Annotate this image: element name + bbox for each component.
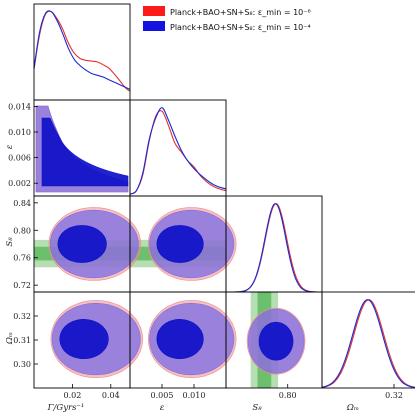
y-axis-label-eps: ε xyxy=(5,144,15,149)
contour-gamma-s8-inner-blue xyxy=(57,225,107,263)
y-tick-label-eps: 0.006 xyxy=(8,154,31,163)
x-axis-label-eps: ε xyxy=(160,403,165,413)
y-tick-label-Om: 0.31 xyxy=(13,336,31,345)
panel-frames xyxy=(33,3,415,389)
y-tick-label-S8: 0.84 xyxy=(13,199,31,208)
marginal-curve-Om-1 xyxy=(321,299,415,388)
x-tick-label-S8: 0.80 xyxy=(279,391,297,400)
contour-eps-s8-inner-blue xyxy=(156,225,204,263)
x-tick-label-Gamma: 0.04 xyxy=(102,391,120,400)
x-axis-label-om: Ωₘ xyxy=(346,403,359,413)
curves xyxy=(33,10,415,389)
marginal-curve-Om-2 xyxy=(321,299,415,389)
marginal-curve-Gamma-1 xyxy=(33,10,131,92)
ticks: 0.002 0.006 0.010 0.014 0.72 0.76 0.80 0.84 0.30… xyxy=(8,102,403,400)
x-tick-label-eps: 0.010 xyxy=(183,391,206,400)
panel-frame-S8-S8 xyxy=(225,195,323,293)
contour-gamma-eps-inner-blue xyxy=(41,117,129,187)
y-tick-label-S8: 0.72 xyxy=(13,281,31,290)
marginal-curve-S8-1 xyxy=(226,203,322,293)
legend: Planck+BAO+SN+S₈: ε_min = 10⁻⁶ Planck+BA… xyxy=(143,6,311,32)
legend-swatch-blue xyxy=(143,21,165,31)
x-tick-label-Gamma: 0.02 xyxy=(63,391,81,400)
y-tick-label-eps: 0.002 xyxy=(8,179,31,188)
y-tick-label-S8: 0.76 xyxy=(13,254,31,263)
x-tick-label-Om: 0.32 xyxy=(385,391,403,400)
x-tick-label-eps: 0.005 xyxy=(151,391,174,400)
legend-label-red: Planck+BAO+SN+S₈: ε_min = 10⁻⁶ xyxy=(170,8,311,17)
legend-swatch-red xyxy=(143,6,165,16)
contour-fills xyxy=(34,105,306,388)
marginal-curve-Gamma-2 xyxy=(33,10,131,90)
legend-label-blue: Planck+BAO+SN+S₈: ε_min = 10⁻⁴ xyxy=(170,23,311,32)
y-axis-label-s8: S₈ xyxy=(5,237,15,247)
y-tick-label-eps: 0.010 xyxy=(8,128,31,137)
legend-text-1: Planck+BAO+SN+S₈: ε_min = 10⁻⁶ xyxy=(170,8,311,17)
y-tick-label-Om: 0.32 xyxy=(13,312,31,321)
legend-text-2: Planck+BAO+SN+S₈: ε_min = 10⁻⁴ xyxy=(170,23,311,32)
y-axis-label-om: Ωₘ xyxy=(5,332,15,345)
marginal-curve-S8-2 xyxy=(226,203,322,293)
x-axis-label-s8: S₈ xyxy=(252,403,262,413)
panel-frame-Gamma-Gamma xyxy=(33,3,131,101)
y-tick-label-S8: 0.80 xyxy=(13,226,31,235)
contour-eps-om-inner-blue xyxy=(156,318,204,359)
panel-frame-Om-Om xyxy=(321,291,415,389)
marginal-curve-eps-2 xyxy=(129,107,227,195)
y-tick-label-Om: 0.30 xyxy=(13,360,31,369)
contour-gamma-om-inner-blue xyxy=(59,318,109,359)
contour-s8-om-inner-blue xyxy=(258,321,294,361)
y-tick-label-eps: 0.014 xyxy=(8,102,31,111)
marginal-curve-eps-1 xyxy=(129,110,227,195)
x-axis-label-gamma: Γ/Gyrs⁻¹ xyxy=(47,403,85,413)
